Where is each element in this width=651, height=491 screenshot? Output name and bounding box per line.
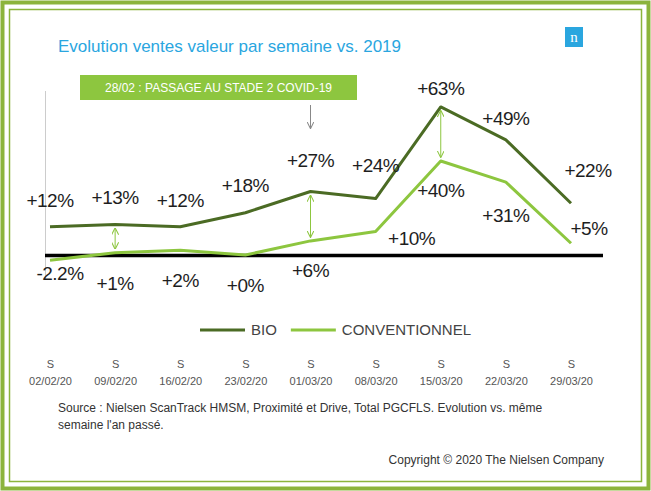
x-tick-label-line: S: [242, 358, 249, 370]
gap-arrow: [115, 228, 116, 248]
x-tick-label: S 23/02/20: [224, 358, 267, 387]
x-tick-label-line: S: [47, 358, 54, 370]
data-label: +10%: [388, 228, 436, 249]
frame-inner: [10, 10, 642, 482]
x-tick: S 16/02/20: [159, 355, 202, 387]
x-tick-label: S 22/03/20: [485, 358, 528, 387]
x-tick-label-line: S: [307, 358, 314, 370]
data-label: +5%: [570, 218, 608, 239]
x-tick-label-line: 16/02/20: [159, 375, 202, 387]
x-tick-label-line: 23/02/20: [224, 375, 267, 387]
data-label: -2.2%: [36, 263, 84, 284]
y-axis: [45, 91, 603, 279]
data-label: +27%: [287, 150, 335, 171]
data-label: +24%: [352, 155, 400, 176]
gap-arrow: [440, 111, 441, 157]
data-label: +2%: [162, 270, 200, 291]
data-label: +12%: [26, 190, 74, 211]
x-tick-label-line: S: [438, 358, 445, 370]
x-tick: S 09/02/20: [94, 355, 137, 387]
data-labels: +12% +13% +12% +18% +27% +24% +63% +49% +22% -2.2…: [26, 78, 612, 296]
annotation-arrow: [310, 105, 311, 128]
x-tick: S 29/03/20: [550, 355, 593, 387]
legend-swatch: [200, 329, 245, 332]
baseline: [45, 254, 603, 258]
data-label: +13%: [92, 187, 140, 208]
data-label: +49%: [482, 108, 530, 129]
x-tick-label: S 02/02/20: [29, 358, 72, 387]
annotation-text: 28/02 : PASSAGE AU STADE 2 COVID-19: [105, 81, 332, 95]
legend-label: CONVENTIONNEL: [342, 321, 471, 338]
data-label: +63%: [417, 78, 465, 99]
x-tick: S 15/03/20: [420, 355, 463, 387]
frame: [3, 3, 649, 489]
data-label: +22%: [564, 160, 612, 181]
x-tick-label: S 29/03/20: [550, 358, 593, 387]
data-label: +6%: [292, 260, 330, 281]
x-tick-label-line: 22/03/20: [485, 375, 528, 387]
x-tick-label: S 09/02/20: [94, 358, 137, 387]
data-label: +0%: [227, 275, 265, 296]
annotation-box: [80, 75, 357, 100]
data-label: +40%: [417, 180, 465, 201]
x-tick-label-line: 01/03/20: [290, 375, 333, 387]
x-tick-label-line: S: [112, 358, 119, 370]
title: Evolution ventes valeur par semaine vs. …: [58, 37, 401, 56]
x-tick-label: S 15/03/20: [420, 358, 463, 387]
logo: n: [570, 29, 578, 45]
x-tick-label-line: S: [372, 358, 379, 370]
data-label: +18%: [222, 175, 270, 196]
x-tick-label-line: 02/02/20: [29, 375, 72, 387]
x-tick-label: S 08/03/20: [355, 358, 398, 387]
x-tick-label-line: 08/03/20: [355, 375, 398, 387]
x-tick-label-line: 15/03/20: [420, 375, 463, 387]
plot-area: [50, 107, 571, 260]
x-tick-label: S 16/02/20: [159, 358, 202, 387]
y-tick: [45, 255, 603, 256]
y-axis-line: [45, 91, 46, 279]
x-tick-label-line: 29/03/20: [550, 375, 593, 387]
chart: Evolution ventes valeur par semaine vs. …: [0, 0, 651, 491]
line-1: [50, 161, 571, 260]
x-tick: S 23/02/20: [224, 355, 267, 387]
x-tick: S 02/02/20: [29, 355, 72, 387]
copyright: Copyright © 2020 The Nielsen Company: [389, 453, 604, 467]
gap-arrow: [310, 196, 311, 237]
x-axis: S 02/02/20 S 09/02/20 S 16/02/20 S 23/02/20 S 01/…: [29, 355, 593, 387]
x-tick-label: S 01/03/20: [290, 358, 333, 387]
x-tick: S 01/03/20: [290, 355, 333, 387]
data-label: +31%: [482, 205, 530, 226]
data-label: +12%: [157, 190, 205, 211]
legend: BIO CONVENTIONNEL: [200, 321, 471, 338]
x-tick-label-line: S: [503, 358, 510, 370]
legend-label: BIO: [251, 321, 277, 338]
annotation: 28/02 : PASSAGE AU STADE 2 COVID-19: [80, 75, 357, 128]
source: Source : Nielsen ScanTrack HMSM, Proximi…: [58, 401, 542, 415]
data-label: +1%: [97, 273, 135, 294]
source: semaine l'an passé.: [58, 418, 164, 432]
x-tick: S 22/03/20: [485, 355, 528, 387]
logo-box: [565, 27, 583, 47]
x-tick-label-line: 09/02/20: [94, 375, 137, 387]
legend-swatch: [291, 329, 336, 332]
x-tick-label-line: S: [568, 358, 575, 370]
x-tick: S 08/03/20: [355, 355, 398, 387]
x-tick-label-line: S: [177, 358, 184, 370]
